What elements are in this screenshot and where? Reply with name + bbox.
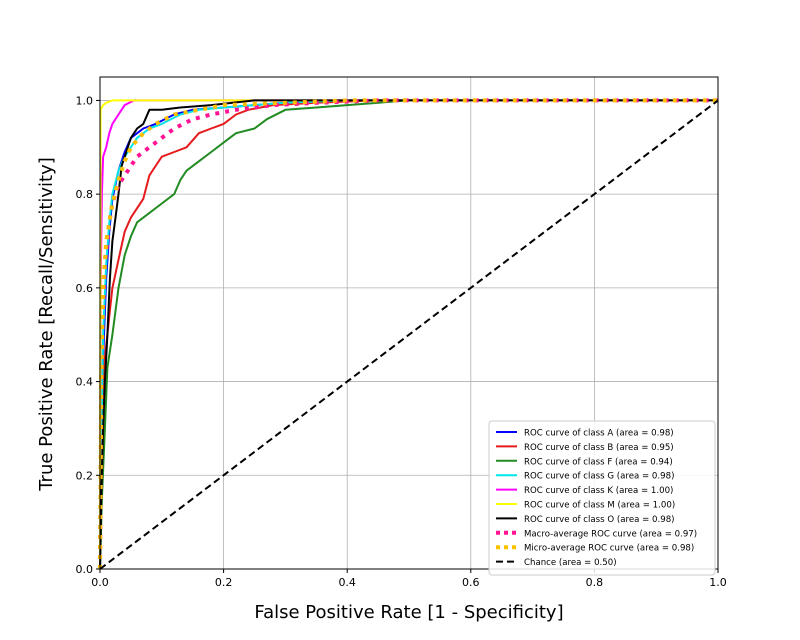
legend-box (488, 420, 716, 576)
legend-label: Macro-average ROC curve (area = 0.97) (524, 529, 697, 539)
y-tick-label: 0.2 (76, 469, 94, 482)
series-roc-curve-of-class-f (99, 99, 718, 570)
legend-label: ROC curve of class F (area = 0.94) (524, 457, 673, 467)
y-axis-label: True Positive Rate [Recall/Sensitivity] (36, 157, 57, 492)
legend-label: ROC curve of class G (area = 0.98) (524, 472, 674, 482)
legend-label: ROC curve of class M (area = 1.00) (524, 501, 675, 511)
x-tick-label: 0.8 (586, 576, 604, 589)
x-axis-ticks: 0.0 0.2 0.4 0.6 0.8 1.0 (91, 569, 727, 589)
legend: ROC curve of class A (area = 0.98) ROC cu… (488, 420, 716, 576)
y-tick-label: 0.0 (76, 563, 94, 576)
legend-label: ROC curve of class O (area = 0.98) (524, 515, 675, 525)
series-roc-curve-of-class-o (99, 99, 718, 570)
legend-label: Micro-average ROC curve (area = 0.98) (524, 544, 694, 554)
y-tick-label: 0.4 (76, 376, 94, 389)
x-tick-label: 1.0 (709, 576, 727, 589)
series-layer (98, 98, 719, 570)
x-axis-label: False Positive Rate [1 - Specificity] (254, 602, 563, 623)
plot-frame (99, 76, 719, 570)
x-tick-label: 0.6 (462, 576, 480, 589)
y-tick-label: 1.0 (76, 94, 94, 107)
series-roc-curve-of-class-k (99, 99, 718, 570)
legend-label: ROC curve of class K (area = 1.00) (524, 486, 673, 496)
legend-label: ROC curve of class A (area = 0.98) (524, 429, 674, 439)
legend-label: ROC curve of class B (area = 0.95) (524, 443, 674, 453)
x-tick-label: 0.4 (338, 576, 356, 589)
y-axis-ticks: 0.0 0.2 0.4 0.6 0.8 1.0 (76, 94, 100, 576)
x-tick-label: 0.2 (215, 576, 233, 589)
legend-label: Chance (area = 0.50) (524, 558, 617, 568)
y-tick-label: 0.6 (76, 282, 94, 295)
x-tick-label: 0.0 (91, 576, 109, 589)
series-micro-average-roc-curve (98, 98, 718, 570)
series-chance (99, 99, 719, 570)
series-roc-curve-of-class-b (99, 99, 718, 570)
y-tick-label: 0.8 (76, 188, 94, 201)
